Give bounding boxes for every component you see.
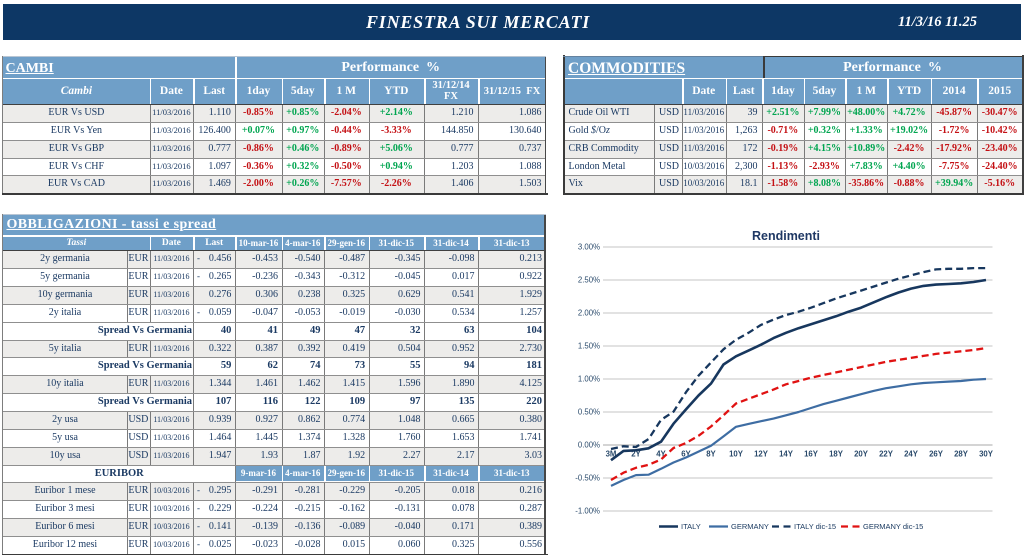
- svg-text:22Y: 22Y: [879, 450, 894, 459]
- svg-text:-0.50%: -0.50%: [575, 474, 600, 483]
- svg-text:GERMANY: GERMANY: [731, 522, 769, 531]
- svg-text:30Y: 30Y: [979, 450, 994, 459]
- svg-text:0.00%: 0.00%: [578, 441, 600, 450]
- svg-text:ITALY dic-15: ITALY dic-15: [794, 522, 836, 531]
- svg-text:12Y: 12Y: [754, 450, 769, 459]
- svg-text:2Y: 2Y: [631, 450, 641, 459]
- svg-text:6Y: 6Y: [681, 450, 691, 459]
- svg-text:4Y: 4Y: [656, 450, 666, 459]
- svg-text:-1.00%: -1.00%: [575, 507, 600, 516]
- svg-text:0.50%: 0.50%: [578, 408, 600, 417]
- svg-text:10Y: 10Y: [729, 450, 744, 459]
- svg-text:3.00%: 3.00%: [578, 243, 600, 252]
- svg-text:1.50%: 1.50%: [578, 342, 600, 351]
- svg-text:20Y: 20Y: [854, 450, 869, 459]
- svg-text:3M: 3M: [606, 450, 617, 459]
- svg-text:2.50%: 2.50%: [578, 276, 600, 285]
- svg-text:GERMANY dic-15: GERMANY dic-15: [863, 522, 923, 531]
- svg-text:2.00%: 2.00%: [578, 309, 600, 318]
- svg-text:14Y: 14Y: [779, 450, 794, 459]
- svg-text:16Y: 16Y: [804, 450, 819, 459]
- svg-text:1.00%: 1.00%: [578, 375, 600, 384]
- svg-text:ITALY: ITALY: [681, 522, 701, 531]
- svg-text:24Y: 24Y: [904, 450, 919, 459]
- svg-text:8Y: 8Y: [706, 450, 716, 459]
- svg-text:26Y: 26Y: [929, 450, 944, 459]
- svg-text:18Y: 18Y: [829, 450, 844, 459]
- svg-text:28Y: 28Y: [954, 450, 969, 459]
